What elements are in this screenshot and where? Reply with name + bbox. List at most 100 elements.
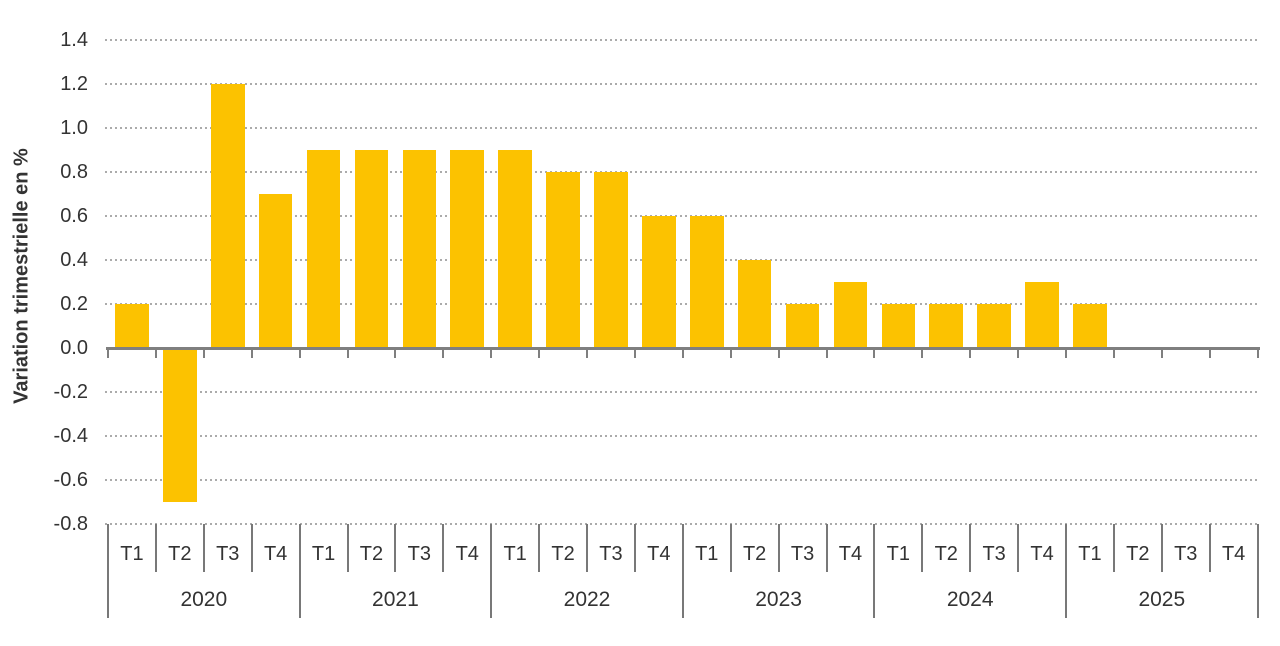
- quarter-label: T3: [407, 543, 432, 565]
- quarter-label: T4: [455, 543, 479, 565]
- gridline: [105, 83, 1260, 85]
- quarter-separator: [586, 524, 588, 572]
- bar: [785, 304, 820, 348]
- quarter-label: T4: [263, 543, 288, 565]
- axis-tick: [921, 347, 924, 358]
- year-label: 2025: [1138, 588, 1186, 611]
- bar: [833, 282, 868, 348]
- quarter-label: T4: [838, 543, 863, 565]
- quarter-label: T3: [1174, 543, 1198, 565]
- quarter-label: T4: [647, 543, 671, 565]
- gridline: [105, 171, 1260, 173]
- axis-tick: [633, 347, 636, 358]
- quarter-label: T4: [1221, 543, 1246, 565]
- gridline: [105, 391, 1260, 393]
- axis-tick: [107, 347, 109, 358]
- bar: [881, 304, 916, 348]
- quarter-separator: [729, 524, 732, 572]
- year-label: 2023: [755, 588, 802, 611]
- y-tick-label: 0.8: [60, 161, 88, 183]
- axis-tick: [873, 347, 876, 358]
- y-tick-label: -0.6: [53, 469, 88, 491]
- quarter-label: T3: [982, 543, 1006, 565]
- axis-tick: [1065, 347, 1067, 358]
- bar: [402, 150, 437, 348]
- quarter-label: T3: [599, 543, 623, 565]
- quarter-separator: [921, 524, 924, 572]
- quarter-separator: [1208, 524, 1211, 572]
- quarter-label: T1: [695, 543, 719, 565]
- quarter-label: T2: [1126, 543, 1150, 565]
- y-tick-label: 1.0: [60, 117, 88, 139]
- quarter-label: T2: [359, 543, 384, 565]
- axis-tick: [490, 347, 493, 358]
- quarter-separator: [1112, 524, 1115, 572]
- axis-tick: [586, 347, 588, 358]
- year-label: 2021: [372, 588, 419, 611]
- axis-tick: [298, 347, 301, 358]
- quarter-label: T4: [1030, 543, 1054, 565]
- axis-tick: [250, 347, 253, 358]
- bar: [642, 216, 676, 348]
- bar: [115, 304, 149, 348]
- bar: [354, 150, 389, 348]
- quarter-label: T2: [934, 543, 958, 565]
- y-tick-label: 0.0: [60, 337, 88, 359]
- axis-tick: [729, 347, 732, 358]
- quarter-label: T2: [551, 543, 575, 565]
- y-tick-label: -0.8: [53, 513, 88, 535]
- gridline: [105, 479, 1260, 481]
- quarter-separator: [442, 524, 445, 572]
- y-tick-label: 1.2: [60, 73, 88, 95]
- quarter-label: T1: [1078, 543, 1102, 565]
- axis-tick: [442, 347, 445, 358]
- y-tick-label: 0.2: [60, 293, 88, 315]
- bar: [498, 150, 532, 348]
- axis-tick: [1256, 347, 1259, 358]
- bar: [210, 84, 245, 348]
- year-separator: [490, 524, 493, 618]
- quarter-separator: [1017, 524, 1020, 572]
- bar: [737, 260, 772, 348]
- gridline: [105, 259, 1260, 261]
- axis-tick: [1112, 347, 1115, 358]
- year-separator: [873, 524, 876, 618]
- quarter-label: T2: [168, 543, 192, 565]
- bar: [450, 150, 484, 348]
- axis-tick: [1017, 347, 1020, 358]
- axis-tick: [202, 347, 205, 358]
- axis-tick: [346, 347, 349, 358]
- gridline: [105, 435, 1260, 437]
- axis-tick: [394, 347, 397, 358]
- y-tick-label: 0.4: [60, 249, 88, 271]
- year-separator: [298, 524, 301, 618]
- bar: [929, 304, 963, 348]
- axis-tick: [1160, 347, 1163, 358]
- quarter-label: T1: [120, 543, 144, 565]
- quarter-label: T1: [503, 543, 527, 565]
- y-tick-label: 1.4: [60, 29, 88, 51]
- axis-tick: [538, 347, 541, 358]
- axis-tick: [681, 347, 684, 358]
- quarter-separator: [154, 524, 157, 572]
- y-tick-label: -0.2: [53, 381, 88, 403]
- y-tick-label: 0.6: [60, 205, 88, 227]
- quarter-label: T3: [790, 543, 815, 565]
- year-label: 2024: [946, 588, 994, 611]
- bar: [163, 348, 197, 502]
- bar: [306, 150, 341, 348]
- gridline: [105, 127, 1260, 129]
- year-label: 2022: [563, 588, 611, 611]
- quarter-label: T3: [216, 543, 240, 565]
- quarter-label: T1: [886, 543, 911, 565]
- year-separator: [681, 524, 684, 618]
- bar: [258, 194, 293, 348]
- bar: [689, 216, 724, 348]
- bar: [594, 172, 628, 348]
- bar: [1025, 282, 1059, 348]
- year-separator: [1256, 524, 1259, 618]
- quarter-separator: [394, 524, 397, 572]
- axis-tick: [1208, 347, 1211, 358]
- year-separator: [1065, 524, 1067, 618]
